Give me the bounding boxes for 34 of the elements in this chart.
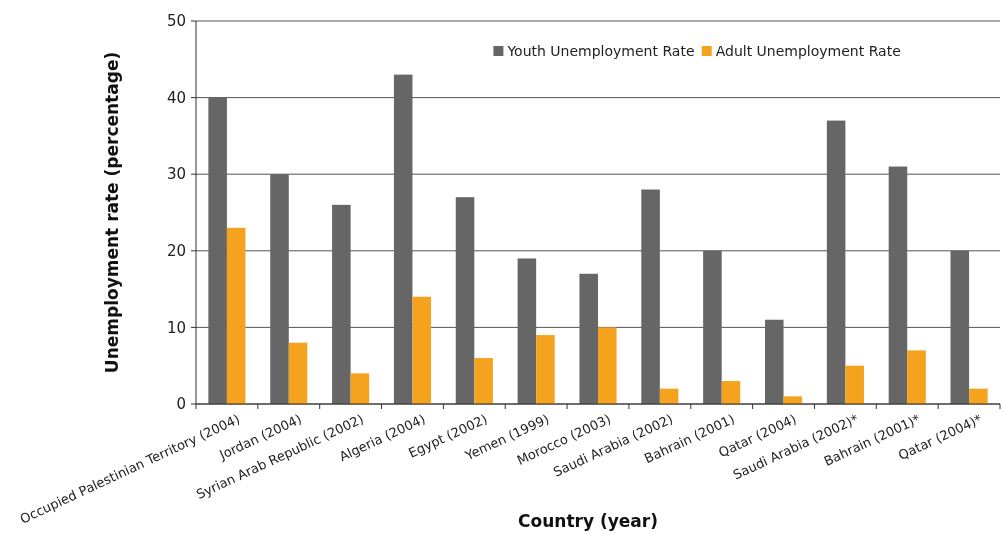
bar bbox=[641, 189, 660, 404]
bar bbox=[412, 296, 432, 404]
bar bbox=[270, 174, 289, 404]
bar bbox=[536, 335, 555, 404]
y-axis-title: Unemployment rate (percentage) bbox=[102, 51, 122, 374]
bar bbox=[350, 373, 370, 404]
bar bbox=[907, 350, 926, 404]
y-tick-label: 20 bbox=[166, 242, 186, 261]
bar bbox=[764, 319, 784, 404]
bar bbox=[393, 74, 413, 404]
bar bbox=[598, 327, 617, 404]
y-tick-label: 10 bbox=[166, 318, 186, 337]
y-tick-label: 40 bbox=[166, 88, 186, 107]
bar bbox=[288, 342, 308, 404]
legend-label: Adult Unemployment Rate bbox=[715, 43, 901, 59]
bar bbox=[950, 250, 970, 404]
y-tick-label: 50 bbox=[166, 12, 186, 31]
bar bbox=[208, 97, 227, 404]
bar bbox=[721, 381, 741, 404]
bar bbox=[474, 358, 493, 404]
bar bbox=[579, 273, 598, 404]
bar bbox=[455, 197, 475, 404]
y-tick-label: 30 bbox=[166, 165, 186, 184]
bar bbox=[888, 166, 908, 404]
bar bbox=[226, 227, 246, 404]
x-axis-title: Country (year) bbox=[518, 511, 658, 531]
y-tick-label: 0 bbox=[176, 395, 186, 414]
bar bbox=[703, 250, 722, 404]
bar bbox=[969, 388, 988, 404]
bar bbox=[845, 365, 864, 404]
legend-label: Youth Unemployment Rate bbox=[506, 43, 695, 59]
bar bbox=[332, 204, 351, 404]
bar bbox=[826, 120, 846, 404]
bar bbox=[517, 258, 537, 404]
